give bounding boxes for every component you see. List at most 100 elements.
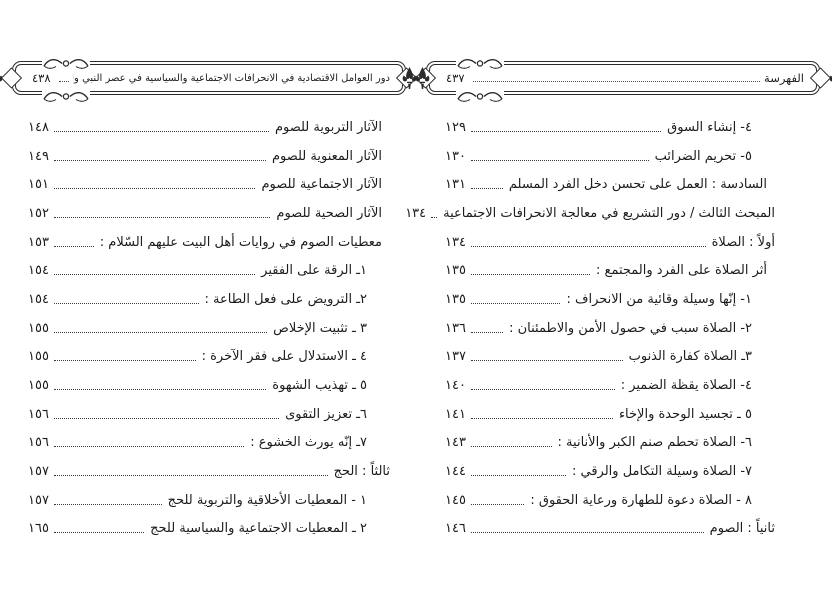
toc-entry-title: ١ - المعطيات الأخلاقية والتربوية للحج <box>167 492 367 508</box>
fleur-de-lis-icon <box>828 65 832 91</box>
dot-leader <box>470 188 503 190</box>
ribbon-ornament-icon <box>42 88 90 102</box>
dot-leader <box>470 389 615 391</box>
toc-entry-title: ٢ـ الترويض على فعل الطاعة : <box>204 291 367 307</box>
toc-entry-title: ٧ـ إنّه يورث الخشوع : <box>250 435 367 451</box>
dot-leader <box>470 274 591 276</box>
toc-entry-page-number: ١٣٥ <box>445 263 466 279</box>
right-page-header-cartouche: الفهرسة ٤٣٧ <box>402 55 832 102</box>
toc-entry-title: ١- إنّها وسيلة وقائية من الانحراف : <box>566 291 752 307</box>
toc-entry-title: السادسة : العمل على تحسن دخل الفرد المسل… <box>508 177 767 193</box>
toc-entry-row: ٤ ـ الاستدلال على فقر الآخرة : ١٥٥ <box>28 343 390 372</box>
dot-leader <box>470 302 561 304</box>
toc-entry-title: ٤- إنشاء السوق <box>667 119 752 135</box>
toc-entry-row: ٤- الصلاة يقظة الضمير : ١٤٠ <box>445 371 775 400</box>
dot-leader <box>472 80 761 82</box>
toc-entry-page-number: ١٤٤ <box>445 464 466 480</box>
toc-entry-title: ٦- الصلاة تحطم صنم الكبر والأنانية : <box>557 435 752 451</box>
toc-entry-title: ٤ ـ الاستدلال على فقر الآخرة : <box>201 349 367 365</box>
ribbon-ornament-icon <box>42 55 90 69</box>
toc-entry-title: ثالثاً : الحج <box>333 464 390 480</box>
toc-entry-page-number: ١٣٤ <box>445 234 466 250</box>
page-left: دور العوامل الاقتصادية في الانحرافات الا… <box>0 55 430 543</box>
toc-entry-title: ٢- الصلاة سبب في حصول الأمن والاطمئنان : <box>509 320 752 336</box>
dot-leader <box>53 360 196 362</box>
toc-entry-page-number: ١٤٣ <box>445 435 466 451</box>
toc-entry-title: المبحث الثالث / دور التشريع في معالجة ال… <box>443 205 775 221</box>
dot-leader <box>470 503 525 505</box>
toc-entry-row: أثر الصلاة على الفرد والمجتمع : ١٣٥ <box>445 256 775 285</box>
dot-leader <box>53 331 268 333</box>
toc-entry-page-number: ١٥٢ <box>28 205 49 221</box>
dot-leader <box>470 159 649 161</box>
toc-entry-page-number: ١٣٠ <box>445 148 466 164</box>
toc-entry-row: ٢ ـ المعطيات الاجتماعية والسياسية للحج ١… <box>28 515 390 544</box>
toc-entry-page-number: ١٤٨ <box>28 119 49 135</box>
dot-leader <box>470 130 662 132</box>
toc-entry-row: السادسة : العمل على تحسن دخل الفرد المسل… <box>445 170 775 199</box>
toc-entry-page-number: ١٥٥ <box>28 349 49 365</box>
dot-leader <box>53 274 256 276</box>
toc-entry-row: ٥ ـ تجسيد الوحدة والإخاء ١٤١ <box>445 400 775 429</box>
toc-entry-title: ثانياً : الصوم <box>709 521 775 537</box>
toc-entry-title: الآثار الاجتماعية للصوم <box>261 177 382 193</box>
toc-entry-title: ٥ ـ تهذيب الشهوة <box>272 378 367 394</box>
toc-entry-row: معطيات الصوم في روايات أهل البيت عليهم ا… <box>28 228 390 257</box>
left-page-header-cartouche: دور العوامل الاقتصادية في الانحرافات الا… <box>0 55 430 102</box>
toc-entry-row: ثانياً : الصوم ١٤٦ <box>445 515 775 544</box>
dot-leader <box>53 475 328 477</box>
left-header-text: دور العوامل الاقتصادية في الانحرافات الا… <box>28 65 390 91</box>
toc-entry-page-number: ١٣٦ <box>445 320 466 336</box>
toc-entry-row: الآثار الصحية للصوم ١٥٢ <box>28 199 390 228</box>
right-header-text: الفهرسة ٤٣٧ <box>442 65 804 91</box>
dot-leader <box>53 159 266 161</box>
toc-entry-page-number: ١٥٣ <box>28 234 49 250</box>
left-toc-list: الآثار التربوية للصوم ١٤٨ الآثار المعنوي… <box>28 113 390 543</box>
toc-entry-title: ٤- الصلاة يقظة الضمير : <box>620 378 752 394</box>
right-header-page-number: ٤٣٧ <box>446 71 465 85</box>
toc-entry-row: ١ـ الرقة على الفقير ١٥٤ <box>28 256 390 285</box>
dot-leader <box>53 302 199 304</box>
toc-entry-row: ٦- الصلاة تحطم صنم الكبر والأنانية : ١٤٣ <box>445 429 775 458</box>
toc-entry-title: ٨ - الصلاة دعوة للطهارة ورعاية الحقوق : <box>530 492 752 508</box>
toc-entry-row: أولاً : الصلاة ١٣٤ <box>445 228 775 257</box>
toc-entry-title: معطيات الصوم في روايات أهل البيت عليهم ا… <box>99 234 382 250</box>
toc-entry-title: ٥- تحريم الضرائب <box>654 148 752 164</box>
toc-entry-page-number: ١٣٤ <box>405 205 427 221</box>
dot-leader <box>470 446 552 448</box>
toc-entry-row: ٢- الصلاة سبب في حصول الأمن والاطمئنان :… <box>445 314 775 343</box>
right-header-title: الفهرسة <box>764 71 804 85</box>
dot-leader <box>53 216 271 218</box>
toc-entry-page-number: ١٤٥ <box>445 492 466 508</box>
toc-entry-title: أثر الصلاة على الفرد والمجتمع : <box>596 263 767 279</box>
toc-entry-row: المبحث الثالث / دور التشريع في معالجة ال… <box>405 199 775 228</box>
dot-leader <box>53 503 162 505</box>
fleur-de-lis-icon <box>401 65 418 91</box>
toc-entry-title: ٧- الصلاة وسيلة التكامل والرقي : <box>571 464 752 480</box>
toc-entry-row: الآثار التربوية للصوم ١٤٨ <box>28 113 390 142</box>
toc-entry-page-number: ١٥١ <box>28 177 49 193</box>
dot-leader <box>53 532 145 534</box>
dot-leader <box>470 331 504 333</box>
toc-entry-row: ١ - المعطيات الأخلاقية والتربوية للحج ١٥… <box>28 486 390 515</box>
toc-entry-page-number: ١٢٩ <box>445 119 466 135</box>
dot-leader <box>53 446 245 448</box>
left-header-page-number: ٤٣٨ <box>32 71 51 85</box>
left-header-title: دور العوامل الاقتصادية في الانحرافات الا… <box>72 72 390 84</box>
dot-leader <box>470 245 706 247</box>
toc-entry-row: ثالثاً : الحج ١٥٧ <box>28 457 390 486</box>
dot-leader <box>53 389 267 391</box>
ribbon-ornament-icon <box>456 55 504 69</box>
toc-entry-row: ١- إنّها وسيلة وقائية من الانحراف : ١٣٥ <box>445 285 775 314</box>
toc-entry-page-number: ١٥٦ <box>28 435 49 451</box>
toc-entry-title: ٦ـ تعزيز التقوى <box>285 406 367 422</box>
toc-entry-page-number: ١٤١ <box>445 406 466 422</box>
right-toc-list: ٤- إنشاء السوق ١٢٩ ٥- تحريم الضرائب ١٣٠ … <box>405 113 775 544</box>
toc-entry-page-number: ١٥٧ <box>28 492 49 508</box>
toc-entry-page-number: ١٣٥ <box>445 291 466 307</box>
dot-leader <box>431 216 438 218</box>
dot-leader <box>470 417 613 419</box>
toc-entry-page-number: ١٥٧ <box>28 464 49 480</box>
toc-entry-page-number: ١٥٥ <box>28 378 49 394</box>
